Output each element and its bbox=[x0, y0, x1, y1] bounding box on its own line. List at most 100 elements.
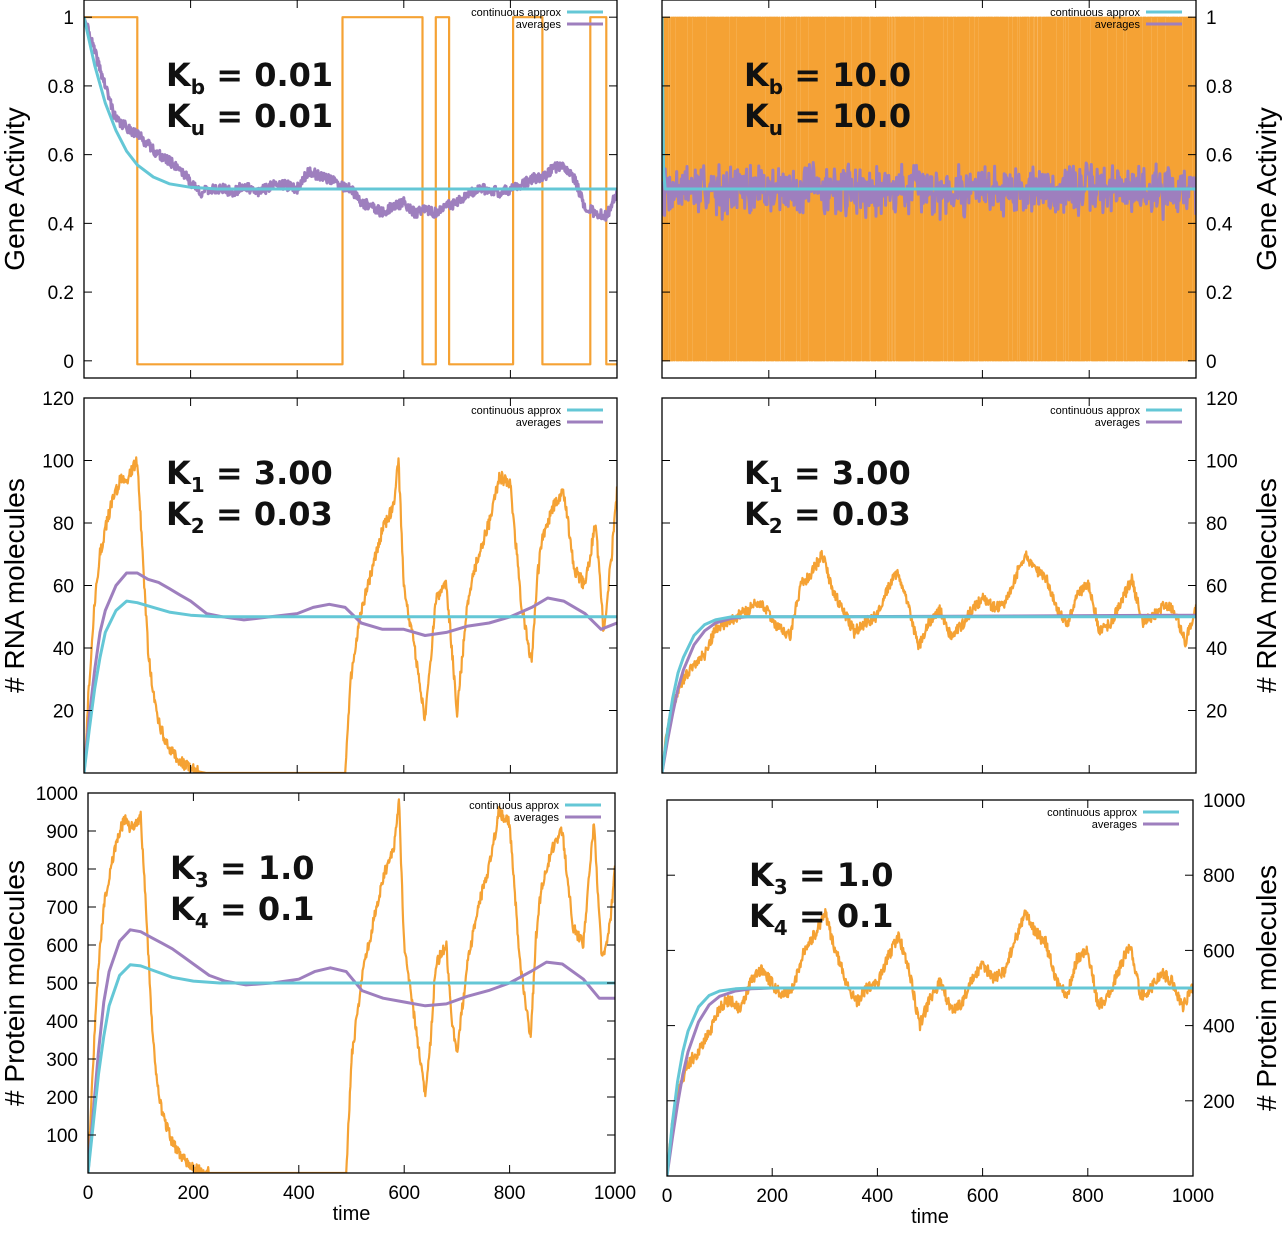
param-value: = 10.0 bbox=[783, 97, 911, 135]
y-tick-label: 100 bbox=[1206, 452, 1238, 473]
legend-label: averages bbox=[516, 19, 562, 31]
y-axis-label: # Protein molecules bbox=[0, 860, 30, 1106]
parameter-annotation: Ku = 10.0 bbox=[744, 97, 911, 140]
y-tick-label: 400 bbox=[46, 1012, 78, 1033]
param-symbol: K bbox=[744, 495, 770, 533]
series-line-continuous bbox=[88, 963, 615, 1173]
chart-panel-p4: 20 40 60 80 100 120 # RNA molecules continuous … bbox=[661, 389, 1282, 774]
param-value: = 0.1 bbox=[788, 897, 894, 935]
y-tick-label: 60 bbox=[53, 577, 74, 598]
series-line-continuous bbox=[662, 615, 1196, 773]
parameter-annotation: K2 = 0.03 bbox=[744, 495, 911, 538]
legend-label: continuous approx bbox=[469, 800, 559, 812]
param-symbol: K bbox=[166, 97, 192, 135]
y-tick-label: 200 bbox=[1203, 1092, 1235, 1113]
param-value: = 3.00 bbox=[205, 454, 333, 492]
y-tick-label: 0.4 bbox=[1206, 214, 1233, 235]
parameter-annotation: K3 = 1.0 bbox=[749, 856, 894, 899]
series-line-stochastic bbox=[84, 456, 617, 773]
param-value: = 0.03 bbox=[205, 495, 333, 533]
param-subscript: 2 bbox=[769, 514, 783, 538]
y-tick-label: 800 bbox=[1203, 866, 1235, 887]
legend-label: continuous approx bbox=[471, 7, 561, 19]
parameter-annotation: K4 = 0.1 bbox=[170, 890, 315, 933]
x-tick-label: 0 bbox=[662, 1186, 673, 1207]
y-tick-label: 300 bbox=[46, 1050, 78, 1071]
chart-panel-p5: 0 200 400 600 800 1000 100 200 300 400 500 600 700 80… bbox=[0, 784, 636, 1225]
parameter-annotation: Ku = 0.01 bbox=[166, 97, 333, 140]
y-axis-label: # RNA molecules bbox=[0, 478, 30, 693]
y-tick-label: 20 bbox=[1206, 702, 1227, 723]
legend-label: averages bbox=[1095, 417, 1141, 429]
chart-panel-p1: 0 0.2 0.4 0.6 0.8 1 Gene Activity continuous ap… bbox=[0, 0, 618, 379]
plot-area bbox=[84, 16, 617, 366]
series-line-stochastic bbox=[662, 16, 1196, 362]
y-tick-label: 600 bbox=[1203, 941, 1235, 962]
series-line-averages bbox=[88, 928, 615, 1173]
y-tick-label: 0 bbox=[1206, 352, 1217, 373]
param-subscript: 2 bbox=[191, 514, 205, 538]
x-tick-label: 1000 bbox=[1172, 1186, 1214, 1207]
param-subscript: 1 bbox=[191, 473, 205, 497]
legend-label: continuous approx bbox=[1050, 7, 1140, 19]
series-line-stochastic bbox=[667, 908, 1193, 1176]
y-axis-label: Gene Activity bbox=[0, 107, 30, 270]
parameter-annotation: K3 = 1.0 bbox=[170, 849, 315, 892]
legend-label: averages bbox=[1095, 19, 1141, 31]
x-tick-label: 400 bbox=[862, 1186, 894, 1207]
y-tick-label: 0.8 bbox=[1206, 77, 1232, 98]
plot-area bbox=[667, 908, 1193, 1176]
param-subscript: 4 bbox=[195, 909, 209, 933]
y-tick-label: 600 bbox=[46, 936, 78, 957]
plot-frame bbox=[83, 0, 618, 379]
parameter-annotation: Kb = 0.01 bbox=[166, 56, 333, 99]
param-subscript: u bbox=[191, 116, 205, 140]
x-tick-label: 600 bbox=[388, 1183, 420, 1204]
y-tick-label: 60 bbox=[1206, 577, 1227, 598]
y-tick-label: 400 bbox=[1203, 1017, 1235, 1038]
param-symbol: K bbox=[170, 890, 196, 928]
param-symbol: K bbox=[749, 897, 775, 935]
y-tick-label: 800 bbox=[46, 860, 78, 881]
legend-label: averages bbox=[516, 417, 562, 429]
y-tick-label: 200 bbox=[46, 1088, 78, 1109]
param-subscript: 3 bbox=[195, 868, 209, 892]
y-tick-label: 1000 bbox=[36, 784, 78, 805]
series-line-stochastic bbox=[84, 16, 617, 366]
y-tick-label: 40 bbox=[1206, 639, 1227, 660]
y-tick-label: 0.2 bbox=[1206, 283, 1232, 304]
x-axis-label: time bbox=[333, 1203, 371, 1225]
param-subscript: 3 bbox=[774, 875, 788, 899]
plot-frame bbox=[661, 397, 1197, 774]
x-tick-label: 800 bbox=[1072, 1186, 1104, 1207]
y-tick-label: 120 bbox=[42, 389, 74, 410]
y-axis-label: # RNA molecules bbox=[1251, 478, 1282, 693]
param-value: = 0.01 bbox=[205, 97, 333, 135]
plot-frame bbox=[661, 0, 1197, 379]
y-tick-label: 40 bbox=[53, 639, 74, 660]
x-axis-label: time bbox=[911, 1206, 949, 1228]
param-subscript: 1 bbox=[769, 473, 783, 497]
param-subscript: b bbox=[191, 75, 205, 99]
y-tick-label: 1 bbox=[63, 8, 74, 29]
legend-label: continuous approx bbox=[1047, 807, 1137, 819]
plot-frame bbox=[666, 799, 1194, 1177]
x-tick-label: 200 bbox=[178, 1183, 210, 1204]
param-symbol: K bbox=[749, 856, 775, 894]
legend-label: averages bbox=[514, 812, 560, 824]
y-tick-label: 0.4 bbox=[48, 214, 75, 235]
parameter-annotation: K1 = 3.00 bbox=[744, 454, 911, 497]
y-tick-label: 100 bbox=[46, 1126, 78, 1147]
parameter-annotation: K2 = 0.03 bbox=[166, 495, 333, 538]
y-tick-label: 80 bbox=[1206, 514, 1227, 535]
chart-panel-p2: 0 0.2 0.4 0.6 0.8 1 Gene Activity continuous ap… bbox=[661, 0, 1282, 379]
param-symbol: K bbox=[166, 495, 192, 533]
y-tick-label: 20 bbox=[53, 702, 74, 723]
param-subscript: 4 bbox=[774, 916, 788, 940]
